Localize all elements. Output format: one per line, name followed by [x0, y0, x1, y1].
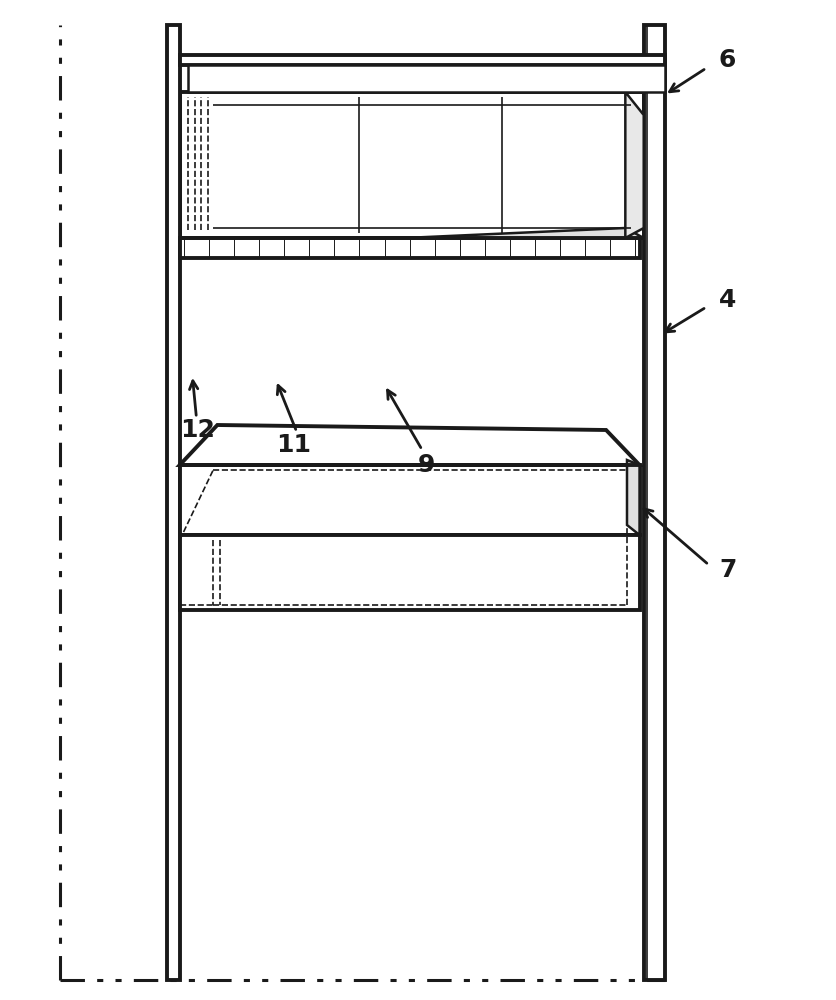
Bar	[644, 25, 665, 980]
Text: 6: 6	[719, 48, 737, 72]
Text: 11: 11	[276, 433, 311, 457]
Bar	[188, 65, 665, 92]
Bar	[180, 92, 644, 238]
Polygon shape	[627, 460, 640, 535]
Text: 9: 9	[418, 453, 436, 477]
Polygon shape	[180, 425, 640, 465]
Text: 12: 12	[180, 418, 215, 442]
Text: 4: 4	[719, 288, 737, 312]
Bar	[180, 465, 640, 535]
Bar	[180, 238, 640, 258]
Polygon shape	[180, 228, 644, 248]
Bar	[167, 25, 180, 980]
Bar	[180, 55, 665, 65]
Text: 7: 7	[719, 558, 737, 582]
Polygon shape	[625, 92, 644, 238]
Bar	[180, 535, 640, 610]
